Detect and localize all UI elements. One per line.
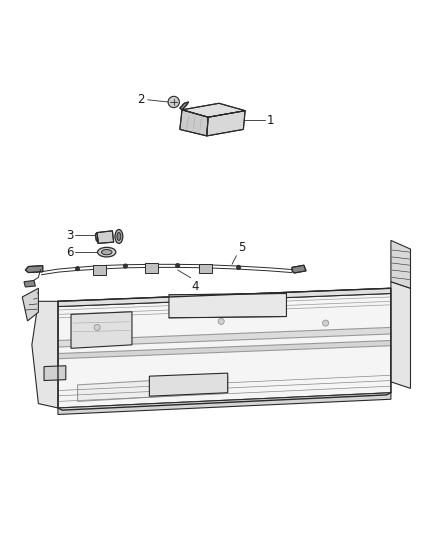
Ellipse shape — [115, 230, 123, 244]
Text: 6: 6 — [66, 246, 73, 259]
Polygon shape — [58, 327, 391, 347]
Ellipse shape — [117, 232, 121, 240]
Polygon shape — [25, 265, 43, 272]
Polygon shape — [58, 393, 391, 415]
FancyBboxPatch shape — [93, 265, 106, 275]
Polygon shape — [169, 294, 286, 318]
Polygon shape — [24, 280, 35, 287]
Circle shape — [176, 263, 180, 268]
Circle shape — [94, 325, 100, 330]
Polygon shape — [58, 288, 391, 324]
Polygon shape — [180, 102, 188, 110]
Polygon shape — [95, 232, 98, 242]
Circle shape — [168, 96, 180, 108]
Text: 1: 1 — [267, 114, 274, 127]
Circle shape — [237, 265, 241, 270]
Circle shape — [75, 266, 80, 271]
Polygon shape — [71, 312, 132, 349]
Polygon shape — [149, 373, 228, 396]
Circle shape — [123, 264, 127, 268]
Circle shape — [322, 320, 328, 326]
Polygon shape — [97, 231, 114, 244]
Text: 2: 2 — [137, 93, 145, 106]
Text: 3: 3 — [66, 229, 73, 241]
Polygon shape — [391, 282, 410, 389]
Polygon shape — [58, 294, 391, 408]
Text: 5: 5 — [238, 241, 245, 254]
Polygon shape — [78, 376, 228, 401]
Polygon shape — [32, 301, 58, 408]
Text: 4: 4 — [191, 279, 199, 293]
FancyBboxPatch shape — [145, 263, 158, 273]
Circle shape — [218, 318, 224, 325]
Ellipse shape — [98, 247, 116, 257]
Polygon shape — [391, 240, 410, 288]
Polygon shape — [180, 110, 208, 136]
Polygon shape — [207, 111, 245, 136]
Ellipse shape — [102, 249, 112, 255]
Polygon shape — [58, 288, 391, 306]
Polygon shape — [58, 341, 391, 359]
Polygon shape — [44, 366, 66, 381]
Polygon shape — [22, 288, 39, 321]
Polygon shape — [182, 103, 245, 117]
Polygon shape — [292, 265, 306, 273]
FancyBboxPatch shape — [199, 264, 212, 273]
